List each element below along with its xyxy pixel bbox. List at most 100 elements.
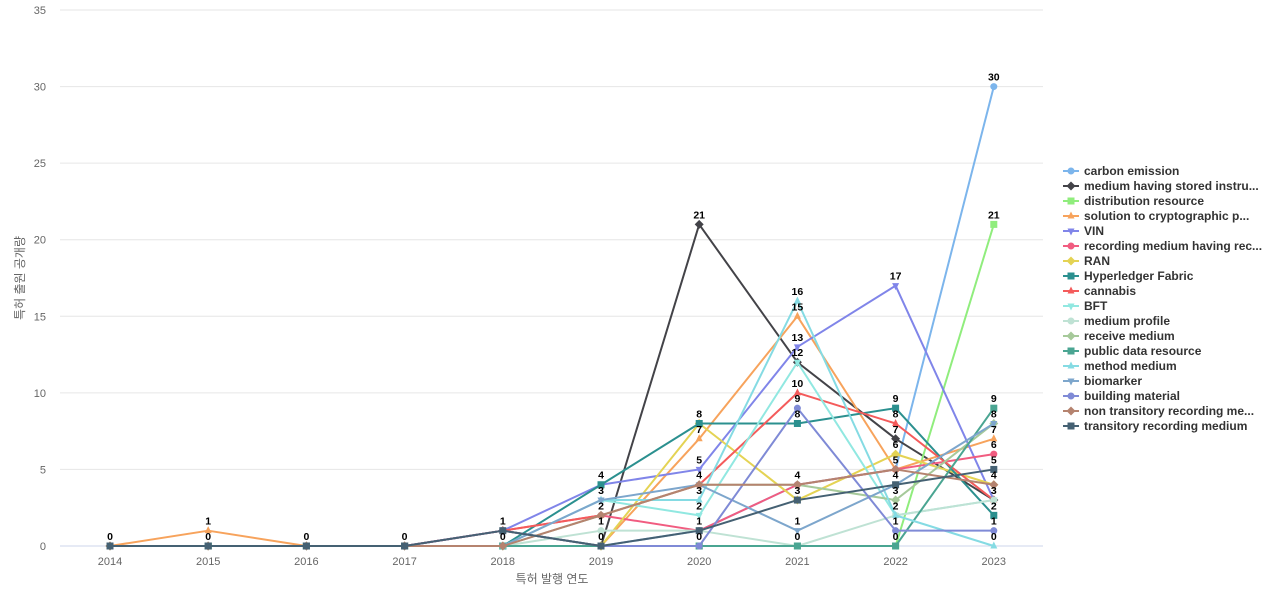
data-point[interactable] [793,496,801,504]
data-point[interactable] [597,497,605,505]
data-point[interactable] [204,542,212,550]
data-point[interactable] [892,481,900,489]
x-axis-ticks: 2014 2015 2016 2017 2018 2019 2020 2021 2022 2023 [98,556,1006,568]
data-point[interactable] [990,465,998,473]
x-tick-label: 2022 [883,556,907,568]
legend-item[interactable]: distribution resource [1063,194,1204,208]
data-point[interactable] [990,496,998,504]
data-point[interactable] [793,359,801,367]
data-point[interactable] [597,542,605,550]
y-tick-label: 30 [34,82,46,94]
legend-item[interactable]: non transitory recording me... [1063,404,1254,418]
legend-item[interactable]: BFT [1063,299,1108,313]
data-point[interactable] [990,220,998,228]
data-point[interactable] [695,527,703,535]
data-point[interactable] [793,311,801,319]
data-point[interactable] [891,434,901,444]
y-tick-label: 35 [34,5,46,17]
series-7 [106,404,998,550]
data-point[interactable] [892,527,900,535]
data-point[interactable] [990,450,998,458]
data-point[interactable] [106,542,114,550]
data-point[interactable] [793,388,801,396]
y-tick-label: 20 [34,235,46,247]
data-point[interactable] [892,404,900,412]
legend-item[interactable]: biomarker [1063,374,1142,388]
data-point[interactable] [990,541,998,549]
data-point[interactable] [891,464,901,474]
data-point[interactable] [793,528,801,536]
data-point[interactable] [892,418,900,426]
data-point[interactable] [695,495,703,503]
data-point[interactable] [695,512,703,520]
data-label: 1 [794,516,800,528]
x-tick-label: 2021 [785,556,809,568]
data-point[interactable] [891,495,901,505]
x-tick-label: 2019 [589,556,613,568]
legend-item[interactable]: transitory recording medium [1063,419,1247,433]
data-point[interactable] [891,449,901,459]
data-point[interactable] [597,527,605,535]
legend-marker [1066,406,1076,416]
data-point[interactable] [990,434,998,442]
data-point[interactable] [498,541,508,551]
legend-marker [1067,317,1075,325]
x-tick-label: 2020 [687,556,711,568]
data-point[interactable] [694,219,704,229]
legend-item[interactable]: solution to cryptographic p... [1063,209,1249,223]
legend-item[interactable]: method medium [1063,359,1177,373]
data-point[interactable] [499,527,507,535]
legend-item[interactable]: recording medium having rec... [1063,239,1262,253]
legend-item[interactable]: cannabis [1063,284,1136,298]
data-point[interactable] [990,404,998,412]
data-label: 0 [794,531,800,543]
data-label: 3 [696,485,702,497]
data-point[interactable] [302,542,310,550]
legend-item[interactable]: medium profile [1063,314,1170,328]
data-point[interactable] [695,434,703,442]
data-point[interactable] [892,283,900,291]
data-point[interactable] [793,344,801,352]
legend-marker [1067,286,1075,294]
legend-item[interactable]: receive medium [1063,329,1175,343]
data-point[interactable] [892,542,900,550]
data-point[interactable] [989,480,999,490]
data-point[interactable] [695,466,703,474]
data-label: 0 [402,531,408,543]
legend-label: non transitory recording me... [1084,404,1254,418]
legend-item[interactable]: Hyperledger Fabric [1063,269,1194,283]
legend-item[interactable]: VIN [1063,224,1104,238]
data-point[interactable] [793,419,801,427]
data-point[interactable] [695,542,703,550]
data-point[interactable] [204,526,212,534]
data-point[interactable] [695,419,703,427]
data-label: 2 [893,500,899,512]
data-point[interactable] [596,510,606,520]
legend-item[interactable]: medium having stored instru... [1063,179,1259,193]
data-point[interactable] [694,480,704,490]
data-point[interactable] [401,542,409,550]
data-point[interactable] [793,404,801,412]
data-point[interactable] [793,542,801,550]
series-line [110,299,995,547]
data-label: 5 [893,454,899,466]
data-point[interactable] [990,420,998,428]
legend-marker [1067,197,1075,205]
data-point[interactable] [892,510,900,518]
data-point[interactable] [792,480,802,490]
legend-item[interactable]: carbon emission [1063,164,1179,178]
legend-item[interactable]: public data resource [1063,344,1202,358]
data-point[interactable] [990,83,998,91]
data-point[interactable] [990,527,998,535]
data-point[interactable] [597,481,605,489]
legend-item[interactable]: RAN [1063,254,1110,268]
data-point[interactable] [793,296,801,304]
legend-label: RAN [1084,254,1110,268]
legend-marker [1067,347,1075,355]
legend-item[interactable]: building material [1063,389,1180,403]
data-label: 8 [794,408,800,420]
data-label: 21 [988,209,1000,221]
data-point[interactable] [990,511,998,519]
